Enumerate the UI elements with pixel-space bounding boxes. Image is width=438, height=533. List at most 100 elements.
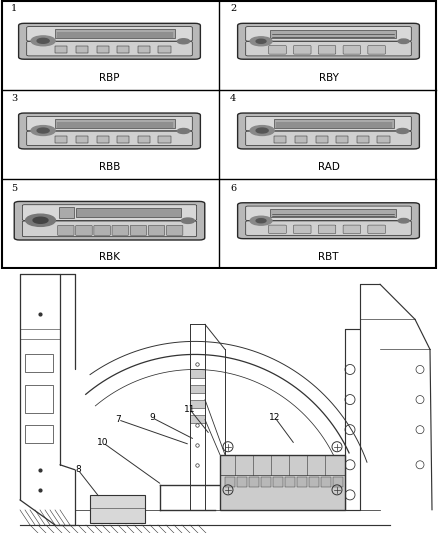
Bar — [270, 209, 396, 217]
Text: 10: 10 — [97, 438, 109, 447]
Circle shape — [26, 214, 56, 227]
FancyBboxPatch shape — [58, 225, 74, 236]
FancyBboxPatch shape — [112, 225, 128, 236]
FancyBboxPatch shape — [246, 206, 411, 221]
FancyBboxPatch shape — [237, 113, 419, 149]
Circle shape — [37, 128, 49, 133]
Circle shape — [177, 128, 190, 133]
Bar — [90, 495, 145, 523]
Bar — [357, 136, 369, 143]
Text: 11: 11 — [184, 405, 196, 414]
FancyBboxPatch shape — [293, 46, 311, 54]
Bar — [261, 477, 271, 487]
Circle shape — [256, 39, 266, 43]
Bar — [55, 119, 175, 128]
Circle shape — [250, 37, 272, 46]
Circle shape — [250, 216, 272, 225]
Bar — [190, 400, 205, 408]
Bar — [249, 477, 259, 487]
FancyBboxPatch shape — [368, 46, 385, 54]
Text: 12: 12 — [269, 413, 281, 422]
Bar — [270, 30, 396, 38]
FancyBboxPatch shape — [246, 42, 411, 56]
Circle shape — [398, 219, 409, 223]
Bar — [159, 136, 170, 143]
FancyBboxPatch shape — [343, 225, 360, 233]
Bar — [55, 29, 175, 38]
Text: 5: 5 — [11, 184, 17, 193]
FancyBboxPatch shape — [246, 27, 411, 41]
Bar — [25, 354, 53, 373]
FancyBboxPatch shape — [18, 23, 201, 59]
FancyBboxPatch shape — [22, 221, 197, 237]
Bar — [59, 207, 74, 217]
Bar — [225, 477, 235, 487]
Circle shape — [33, 217, 48, 223]
Bar — [25, 384, 53, 413]
Bar — [378, 136, 389, 143]
Bar — [285, 477, 295, 487]
Bar — [190, 369, 205, 377]
Bar — [117, 46, 129, 53]
Bar — [309, 477, 319, 487]
Bar — [55, 136, 67, 143]
FancyBboxPatch shape — [246, 131, 411, 146]
FancyBboxPatch shape — [18, 113, 201, 149]
FancyBboxPatch shape — [94, 225, 110, 236]
FancyBboxPatch shape — [76, 225, 92, 236]
FancyBboxPatch shape — [343, 46, 360, 54]
FancyBboxPatch shape — [293, 225, 311, 233]
FancyBboxPatch shape — [237, 23, 419, 59]
Bar — [138, 46, 150, 53]
Circle shape — [181, 218, 194, 223]
Bar — [96, 136, 109, 143]
FancyBboxPatch shape — [269, 225, 286, 233]
Text: 4: 4 — [230, 94, 236, 103]
Text: 6: 6 — [230, 184, 236, 193]
FancyBboxPatch shape — [246, 221, 411, 236]
Bar — [190, 384, 205, 393]
Bar — [76, 136, 88, 143]
Bar — [295, 136, 307, 143]
Bar — [333, 477, 343, 487]
Bar — [315, 136, 328, 143]
FancyBboxPatch shape — [318, 225, 336, 233]
FancyBboxPatch shape — [166, 225, 183, 236]
Bar — [55, 46, 67, 53]
Circle shape — [256, 128, 268, 133]
Bar — [159, 46, 170, 53]
Bar — [220, 455, 345, 510]
FancyBboxPatch shape — [246, 116, 411, 131]
Bar — [138, 136, 150, 143]
Circle shape — [398, 39, 409, 44]
Bar — [76, 46, 88, 53]
Circle shape — [256, 219, 266, 223]
Text: RBT: RBT — [318, 252, 339, 262]
Circle shape — [177, 39, 190, 44]
Bar — [25, 425, 53, 443]
Text: 3: 3 — [11, 94, 17, 103]
FancyBboxPatch shape — [148, 225, 165, 236]
FancyBboxPatch shape — [27, 116, 192, 131]
Text: RBY: RBY — [318, 72, 339, 83]
FancyBboxPatch shape — [130, 225, 147, 236]
FancyBboxPatch shape — [27, 42, 192, 56]
Text: 2: 2 — [230, 4, 236, 13]
Bar — [321, 477, 331, 487]
FancyBboxPatch shape — [237, 203, 419, 239]
Text: RBK: RBK — [99, 252, 120, 262]
FancyBboxPatch shape — [368, 225, 385, 233]
FancyBboxPatch shape — [14, 201, 205, 240]
Circle shape — [250, 126, 274, 135]
Bar — [274, 136, 286, 143]
Text: 9: 9 — [149, 413, 155, 422]
Bar — [297, 477, 307, 487]
FancyBboxPatch shape — [318, 46, 336, 54]
Bar — [237, 477, 247, 487]
Bar — [336, 136, 348, 143]
Circle shape — [37, 38, 49, 43]
FancyBboxPatch shape — [269, 46, 286, 54]
FancyBboxPatch shape — [27, 131, 192, 146]
Text: RAD: RAD — [318, 162, 339, 172]
Bar — [117, 136, 129, 143]
